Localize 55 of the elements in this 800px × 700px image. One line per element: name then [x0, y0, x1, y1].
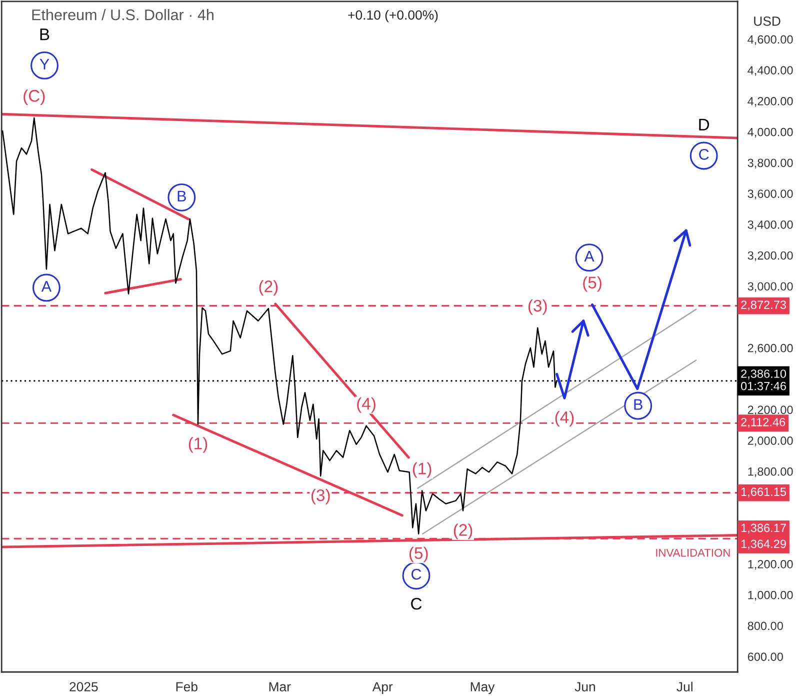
annotation: (1) [412, 462, 432, 478]
annotation: (4) [555, 410, 574, 426]
x-tick-label: Jun [574, 682, 596, 692]
y-tick-label: 4,400.00 [748, 66, 793, 76]
x-tick-label: 2025 [70, 682, 98, 692]
data-label: Y [40, 58, 50, 70]
data-label: 1,386.17 [741, 524, 786, 534]
x-tick-label: Feb [176, 682, 198, 692]
annotation: (1) [188, 437, 208, 453]
y-tick-label: 4,000.00 [748, 128, 793, 138]
y-tick-label: 2,000.00 [748, 436, 793, 446]
y-tick-label: 3,600.00 [748, 190, 793, 200]
data-label: B [634, 399, 642, 410]
x-tick-label: May [470, 682, 495, 694]
ref-line-label: 2,112.46 [741, 418, 786, 428]
y-tick-label: 1,200.00 [748, 560, 793, 570]
annotation: (2) [454, 524, 472, 540]
annotation: B [40, 28, 50, 40]
data-label: C [699, 149, 709, 160]
y-tick-label: 4,600.00 [748, 35, 793, 45]
annotation: (C) [24, 89, 45, 106]
ref-line-label: 2,386.10 01:37:46 [741, 370, 786, 390]
annotation: INVALIDATION [656, 548, 730, 557]
text: +0.10 (+0.00%) [348, 10, 438, 22]
y-tick-label: 600.00 [748, 652, 783, 661]
y-tick-label: 800.00 [748, 622, 783, 630]
y-tick-label: 3,000.00 [748, 282, 793, 292]
y-tick-label: 3,400.00 [748, 220, 793, 230]
y-tick-label: 2,200.00 [748, 406, 793, 416]
annotation: (3) [311, 488, 330, 504]
ref-line-label: 1,364.29 [741, 540, 786, 550]
annotation: D [699, 118, 710, 130]
data-label: A [584, 251, 594, 262]
x-tick-label: Jul [676, 682, 692, 692]
y-tick-label: 4,200.00 [748, 96, 793, 107]
annotation: (3) [528, 299, 547, 315]
y-tick-label: 3,200.00 [748, 251, 793, 262]
x-tick-label: Apr [372, 682, 393, 694]
annotation: (2) [259, 280, 278, 296]
data-label: C [412, 568, 422, 580]
annotation: (4) [357, 397, 376, 413]
y-tick-label: 1,000.00 [748, 590, 793, 601]
y-tick-label: 3,800.00 [748, 158, 793, 168]
annotation: (5) [409, 546, 428, 562]
ref-line-label: 1,661.15 [741, 488, 786, 498]
data-label: B [178, 190, 186, 202]
y-tick-label: 2,600.00 [748, 344, 793, 354]
x-tick-label: Mar [269, 682, 291, 692]
ref-line-label: 2,872.73 [741, 300, 786, 310]
y-tick-label: 1,800.00 [748, 467, 793, 478]
chart-title: Ethereum / U.S. Dollar · 4h [32, 9, 214, 20]
data-label: A [41, 281, 52, 292]
annotation: (5) [583, 276, 602, 292]
annotation: C [411, 598, 422, 610]
y-axis-title: USD [754, 16, 780, 26]
